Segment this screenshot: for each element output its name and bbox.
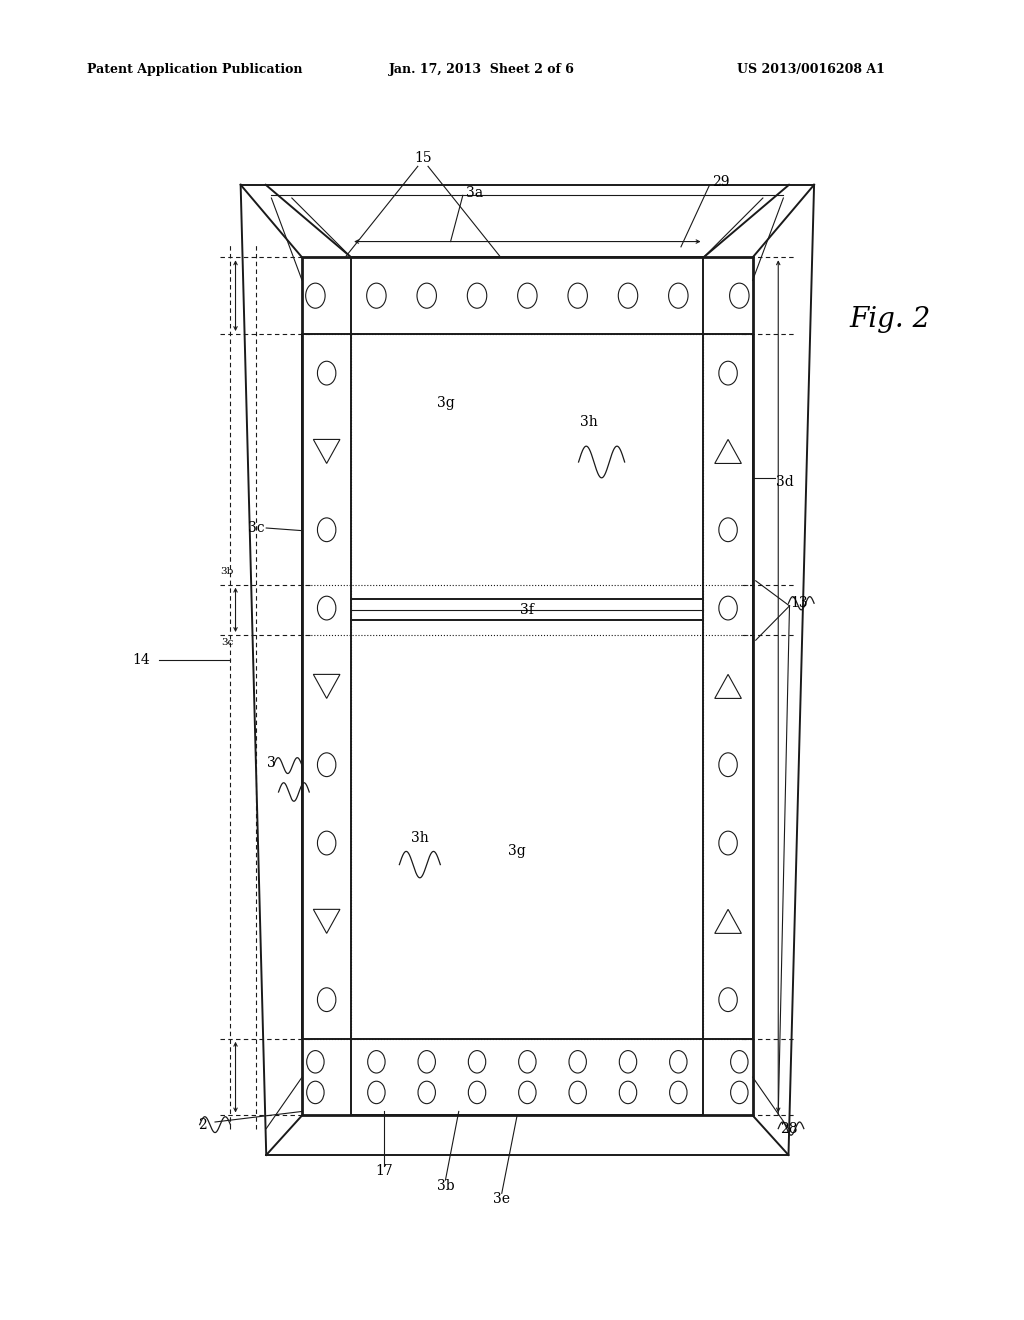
Text: 3c: 3c [221,638,233,647]
Text: 2: 2 [199,1118,207,1131]
Text: US 2013/0016208 A1: US 2013/0016208 A1 [737,63,885,77]
Text: 3a: 3a [466,186,483,199]
Bar [351,1039,703,1115]
Text: 3e: 3e [494,1192,510,1206]
Text: 3f: 3f [520,603,535,616]
Bar [302,257,753,1115]
Text: 3g: 3g [508,845,526,858]
Bar [703,334,753,1039]
Text: Patent Application Publication: Patent Application Publication [87,63,302,77]
Text: 3c: 3c [248,521,264,535]
Text: 29: 29 [712,176,729,189]
Text: Jan. 17, 2013  Sheet 2 of 6: Jan. 17, 2013 Sheet 2 of 6 [389,63,575,77]
Text: 3h: 3h [411,832,429,845]
Text: 28: 28 [780,1122,798,1135]
Text: 3b: 3b [436,1179,455,1193]
Bar [351,257,703,334]
Text: 3b: 3b [220,566,234,576]
Text: Fig. 2: Fig. 2 [850,306,931,333]
Text: 3h: 3h [580,416,598,429]
Text: 3: 3 [267,756,275,770]
Text: 13: 13 [791,597,808,610]
Text: 3g: 3g [436,396,455,409]
Text: 17: 17 [375,1164,393,1179]
Text: 15: 15 [414,150,432,165]
Text: 3d: 3d [776,475,794,488]
Text: 14: 14 [132,653,151,667]
Bar [302,334,351,1039]
